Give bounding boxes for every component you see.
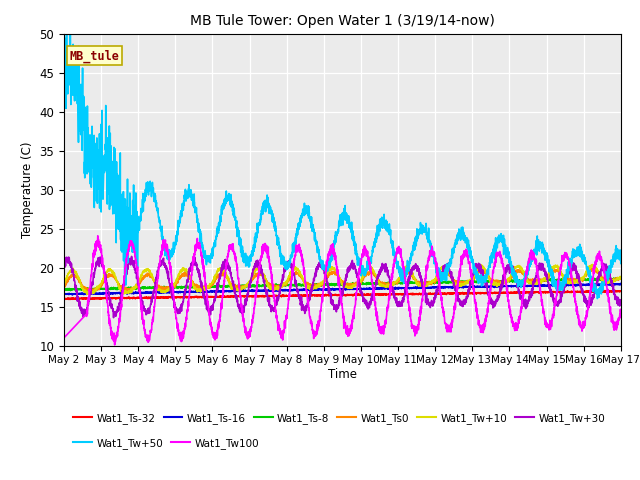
Wat1_Ts-8 [596,275,604,281]
Wat1_Ts-16 [60,291,68,297]
Wat1_Tw100 [60,335,68,341]
Wat1_Ts-32 [546,289,554,295]
Wat1_Tw+30 [157,258,164,264]
Wat1_Ts0 [124,287,132,293]
Wat1_Ts-8 [298,283,306,289]
Wat1_Ts-32 [157,294,164,300]
Wat1_Tw+10 [86,291,94,297]
Wat1_Tw+30 [128,253,136,259]
Wat1_Tw+30 [547,289,554,295]
Wat1_Ts0 [274,284,282,290]
Line: Wat1_Ts0: Wat1_Ts0 [64,268,621,291]
Wat1_Ts-16 [68,292,76,298]
Line: Wat1_Tw+50: Wat1_Tw+50 [64,26,621,299]
Wat1_Tw+50 [124,260,132,265]
Wat1_Ts-8 [60,287,68,293]
Wat1_Ts-8 [546,277,554,283]
Wat1_Ts-8 [617,276,625,282]
Wat1_Tw+30 [124,265,132,271]
Wat1_Ts-16 [298,287,306,292]
Legend: Wat1_Tw+50, Wat1_Tw100: Wat1_Tw+50, Wat1_Tw100 [69,433,263,453]
Wat1_Tw100 [617,311,625,317]
Wat1_Tw+50 [274,238,282,244]
Line: Wat1_Ts-32: Wat1_Ts-32 [64,290,621,300]
Wat1_Ts-16 [274,288,282,294]
Wat1_Ts-16 [157,289,164,295]
Wat1_Tw100 [94,233,102,239]
Wat1_Tw+50 [606,265,614,271]
Wat1_Ts-32 [611,288,619,293]
Wat1_Tw+50 [298,211,306,216]
Wat1_Ts0 [157,285,164,290]
Wat1_Tw100 [298,252,306,258]
Wat1_Tw+30 [60,266,68,272]
Wat1_Ts0 [589,265,596,271]
Wat1_Ts-32 [60,295,68,301]
Wat1_Ts-16 [617,281,625,287]
Wat1_Ts0 [298,275,306,281]
Wat1_Tw100 [111,342,118,348]
Wat1_Tw+10 [546,268,554,274]
Wat1_Tw+50 [546,266,554,272]
Wat1_Ts0 [617,275,625,281]
Wat1_Tw+10 [589,262,596,267]
Wat1_Tw+50 [63,24,70,29]
Wat1_Tw+30 [274,298,282,303]
Wat1_Ts-8 [67,288,74,293]
Wat1_Ts-8 [274,282,282,288]
Wat1_Ts-32 [65,297,73,302]
Text: MB_tule: MB_tule [70,49,120,62]
Wat1_Tw+10 [617,275,625,280]
Wat1_Ts-32 [274,293,282,299]
X-axis label: Time: Time [328,368,357,381]
Wat1_Ts-16 [606,282,614,288]
Wat1_Tw+10 [274,287,282,292]
Wat1_Ts-32 [606,288,614,294]
Wat1_Tw100 [274,322,282,327]
Wat1_Tw100 [157,251,164,256]
Wat1_Tw100 [606,310,614,316]
Wat1_Ts-32 [124,295,132,301]
Wat1_Tw+50 [617,261,625,266]
Wat1_Tw+10 [60,283,68,289]
Wat1_Tw+10 [298,274,306,279]
Line: Wat1_Ts-8: Wat1_Ts-8 [64,278,621,290]
Wat1_Ts0 [546,272,554,277]
Wat1_Ts-8 [124,285,132,290]
Wat1_Tw+30 [109,315,117,321]
Line: Wat1_Tw100: Wat1_Tw100 [64,236,621,345]
Wat1_Tw+30 [617,298,625,303]
Wat1_Ts0 [60,285,68,290]
Wat1_Ts-16 [124,290,132,296]
Wat1_Tw+50 [60,69,68,75]
Wat1_Ts-8 [606,276,614,282]
Title: MB Tule Tower: Open Water 1 (3/19/14-now): MB Tule Tower: Open Water 1 (3/19/14-now… [190,14,495,28]
Wat1_Tw+30 [606,274,614,279]
Wat1_Tw+30 [298,299,306,305]
Wat1_Ts-8 [157,285,164,291]
Wat1_Tw+50 [593,296,601,301]
Wat1_Tw+10 [606,280,614,286]
Wat1_Tw+10 [157,289,164,295]
Wat1_Tw100 [547,325,554,331]
Line: Wat1_Ts-16: Wat1_Ts-16 [64,284,621,295]
Wat1_Ts0 [90,288,98,294]
Wat1_Ts-16 [546,283,554,288]
Y-axis label: Temperature (C): Temperature (C) [21,141,34,238]
Wat1_Ts-32 [298,292,306,298]
Line: Wat1_Tw+30: Wat1_Tw+30 [64,256,621,318]
Line: Wat1_Tw+10: Wat1_Tw+10 [64,264,621,294]
Wat1_Tw+50 [157,228,164,234]
Wat1_Ts-32 [617,288,625,294]
Wat1_Tw+10 [124,289,132,295]
Wat1_Ts0 [606,277,614,283]
Wat1_Tw100 [124,252,132,258]
